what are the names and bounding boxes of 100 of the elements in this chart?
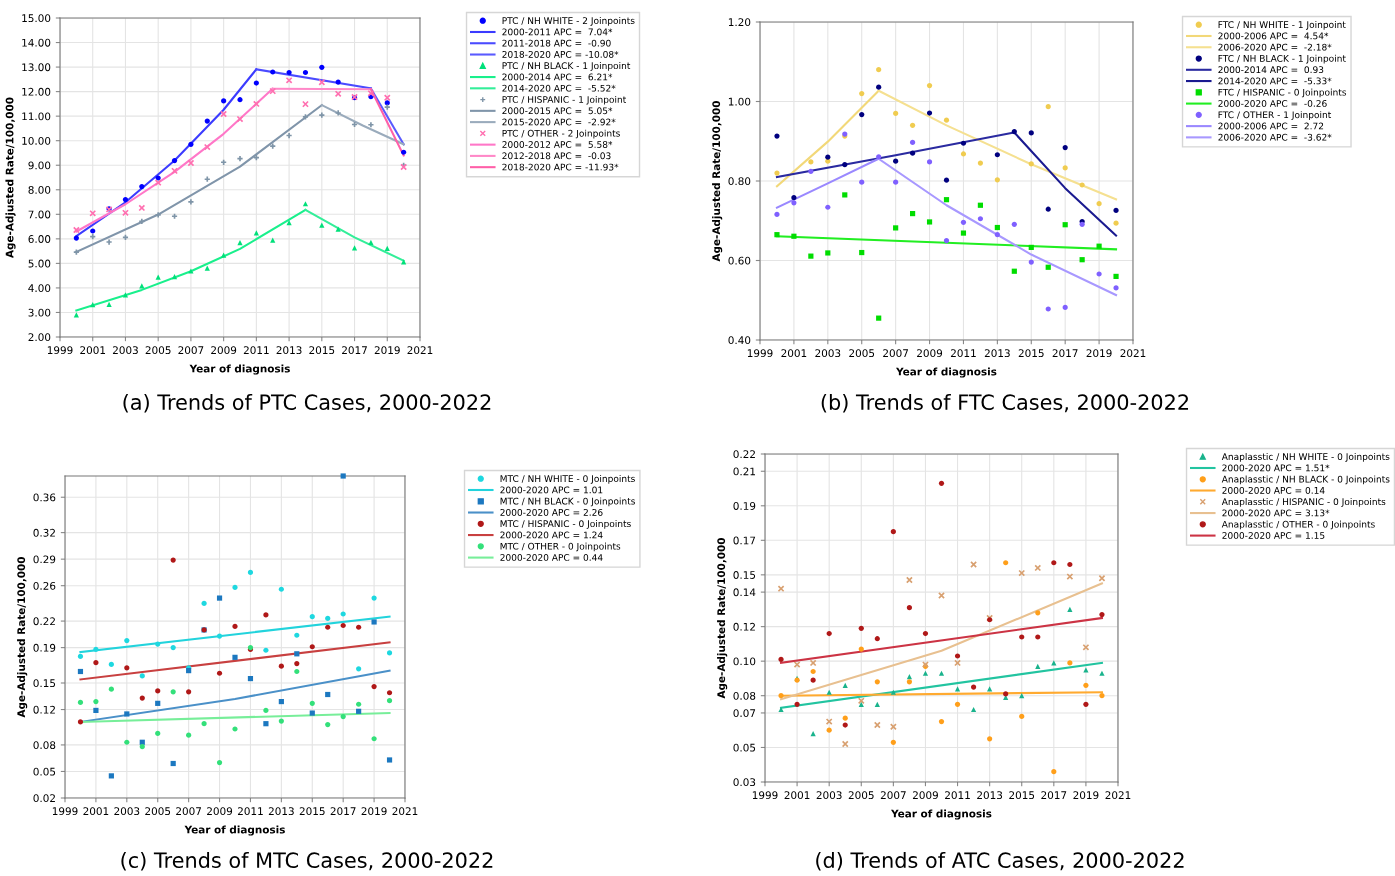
y-tick-label: 1.20 bbox=[728, 18, 751, 27]
y-axis-title: Age-Adjusted Rate/100,000 bbox=[5, 97, 16, 258]
legend-label: 2000-2020 APC = 2.26 bbox=[500, 508, 603, 516]
legend-label: MTC / HISPANIC - 0 Joinpoints bbox=[500, 520, 631, 529]
x-tick-label: 1999 bbox=[47, 346, 73, 355]
x-tick-label: 2017 bbox=[1052, 349, 1078, 358]
x-axis-title: Year of diagnosis bbox=[895, 367, 997, 378]
x-tick-label: 2003 bbox=[114, 807, 140, 816]
legend-label: 2000-2020 APC = 1.01 bbox=[500, 486, 603, 494]
x-tick-label: 2003 bbox=[815, 349, 841, 358]
x-tick-label: 2009 bbox=[917, 349, 943, 358]
x-tick-label: 2017 bbox=[1041, 791, 1067, 800]
legend-label: FTC / OTHER - 1 Joinpoint bbox=[1218, 111, 1332, 120]
x-tick-label: 2009 bbox=[207, 807, 233, 816]
x-tick-label: 2001 bbox=[781, 349, 807, 358]
legend-label: MTC / NH BLACK - 0 Joinpoints bbox=[500, 497, 635, 507]
legend-label: 2000-2020 APC = 1.15 bbox=[1222, 532, 1325, 539]
y-tick-label: 0.12 bbox=[33, 705, 55, 714]
x-tick-label: 2003 bbox=[816, 791, 842, 800]
x-tick-label: 2011 bbox=[243, 346, 269, 355]
y-tick-label: 0.02 bbox=[33, 794, 55, 803]
x-tick-label: 1999 bbox=[747, 349, 773, 358]
y-tick-label: 0.08 bbox=[33, 741, 56, 750]
x-tick-label: 1999 bbox=[752, 791, 778, 800]
y-tick-label: 0.05 bbox=[33, 767, 56, 776]
legend-label: 2014-2020 APC = -5.52* bbox=[502, 84, 616, 92]
y-tick-label: 13.00 bbox=[22, 63, 51, 72]
x-tick-label: 2019 bbox=[361, 807, 387, 816]
y-tick-label: 0.40 bbox=[728, 336, 751, 345]
x-tick-label: 2003 bbox=[112, 346, 138, 355]
legend-label: PTC / HISPANIC - 1 Joinpoint bbox=[502, 95, 627, 105]
y-tick-label: 6.00 bbox=[28, 235, 51, 243]
y-tick-label: 0.14 bbox=[733, 588, 756, 597]
legend-label: 2000-2012 APC = 5.58* bbox=[502, 141, 613, 148]
x-tick-label: 2015 bbox=[299, 807, 325, 816]
x-tick-label: 2005 bbox=[145, 346, 171, 355]
x-tick-label: 2019 bbox=[1073, 791, 1099, 800]
x-tick-label: 2011 bbox=[237, 807, 263, 816]
legend-label: Anaplasstic / NH BLACK - 0 Joinpoints bbox=[1221, 475, 1390, 485]
x-tick-label: 2015 bbox=[309, 346, 335, 355]
legend-label: 2000-2020 APC = 1.51* bbox=[1222, 464, 1330, 472]
y-tick-label: 12.00 bbox=[22, 87, 51, 96]
x-tick-label: 2011 bbox=[945, 791, 970, 800]
y-tick-label: 0.05 bbox=[733, 743, 756, 752]
y-tick-label: 3.00 bbox=[28, 308, 51, 317]
x-tick-label: 2015 bbox=[1018, 349, 1044, 358]
legend-label: FTC / NH WHITE - 1 Joinpoint bbox=[1218, 21, 1346, 30]
x-tick-label: 2021 bbox=[1120, 349, 1146, 358]
y-tick-label: 0.10 bbox=[733, 657, 756, 666]
x-tick-label: 2001 bbox=[83, 807, 109, 816]
legend-label: 2014-2020 APC = -5.33* bbox=[1218, 77, 1332, 85]
x-axis-title: Year of diagnosis bbox=[890, 809, 992, 820]
x-tick-label: 1999 bbox=[52, 807, 78, 816]
text: (c) Trends of MTC Cases, 2000-2022 bbox=[121, 851, 493, 871]
x-tick-label: 2017 bbox=[330, 807, 356, 816]
y-tick-label: 0.36 bbox=[33, 493, 56, 502]
x-tick-label: 2017 bbox=[342, 346, 367, 355]
legend-label: FTC / NH BLACK - 1 Joinpoint bbox=[1218, 54, 1346, 64]
x-tick-label: 2019 bbox=[374, 346, 400, 355]
legend-label: 2000-2020 APC = 0.44 bbox=[500, 554, 603, 561]
legend-label: 2018-2020 APC = -11.93* bbox=[502, 163, 619, 171]
x-tick-label: 2021 bbox=[407, 346, 433, 355]
legend-label: 2011-2018 APC = -0.90 bbox=[502, 39, 611, 47]
legend-label: Anaplasstic / HISPANIC - 0 Joinpoints bbox=[1221, 498, 1386, 507]
y-tick-label: 0.22 bbox=[733, 450, 755, 459]
y-tick-label: 0.03 bbox=[733, 778, 756, 787]
legend-label: 2012-2018 APC = -0.03 bbox=[502, 152, 611, 160]
x-tick-label: 2007 bbox=[176, 807, 201, 816]
y-tick-label: 0.07 bbox=[733, 709, 756, 718]
x-axis-title: Year of diagnosis bbox=[184, 825, 285, 836]
y-tick-label: 9.00 bbox=[28, 161, 51, 170]
y-tick-label: 0.17 bbox=[733, 536, 756, 545]
legend-label: PTC / NH BLACK - 1 Joinpoint bbox=[502, 62, 631, 71]
y-tick-label: 15.00 bbox=[22, 14, 51, 23]
y-tick-label: 0.60 bbox=[728, 256, 751, 265]
x-tick-label: 2013 bbox=[977, 791, 1003, 800]
legend-label: 2000-2014 APC = 0.93 bbox=[1218, 66, 1324, 74]
legend-label: 2000-2020 APC = 3.13* bbox=[1222, 509, 1330, 517]
legend-label: 2000-2020 APC = -0.26 bbox=[1218, 100, 1327, 107]
x-tick-label: 2005 bbox=[145, 807, 171, 816]
legend-label: FTC / HISPANIC - 0 Joinpoints bbox=[1218, 88, 1347, 98]
legend-label: PTC / OTHER - 2 Joinpoints bbox=[502, 129, 620, 139]
legend-label: PTC / NH WHITE - 2 Joinpoints bbox=[502, 17, 635, 26]
y-axis-title: Age-Adjusted Rate/100,000 bbox=[17, 556, 28, 718]
y-tick-label: 8.00 bbox=[28, 186, 51, 194]
text: (a) Trends of PTC Cases, 2000-2022 bbox=[123, 393, 491, 413]
x-tick-label: 2007 bbox=[880, 791, 906, 800]
x-tick-label: 2007 bbox=[178, 346, 204, 355]
y-tick-label: 0.26 bbox=[33, 581, 56, 590]
y-tick-label: 0.21 bbox=[733, 467, 756, 476]
y-tick-label: 10.00 bbox=[22, 136, 51, 145]
legend-label: 2000-2006 APC = 4.54* bbox=[1218, 32, 1329, 40]
y-tick-label: 0.22 bbox=[33, 617, 55, 626]
text: (d) Trends of ATC Cases, 2000-2022 bbox=[816, 851, 1184, 871]
legend-label: 2006-2020 APC = -2.18* bbox=[1218, 43, 1332, 51]
text: (b) Trends of FTC Cases, 2000-2022 bbox=[821, 393, 1189, 413]
y-tick-label: 0.12 bbox=[733, 622, 755, 631]
legend-label: 2018-2020 APC = -10.08* bbox=[502, 50, 619, 58]
legend-label: MTC / OTHER - 0 Joinpoints bbox=[500, 542, 621, 552]
y-axis-title: Age-Adjusted Rate/100,000 bbox=[717, 537, 728, 699]
